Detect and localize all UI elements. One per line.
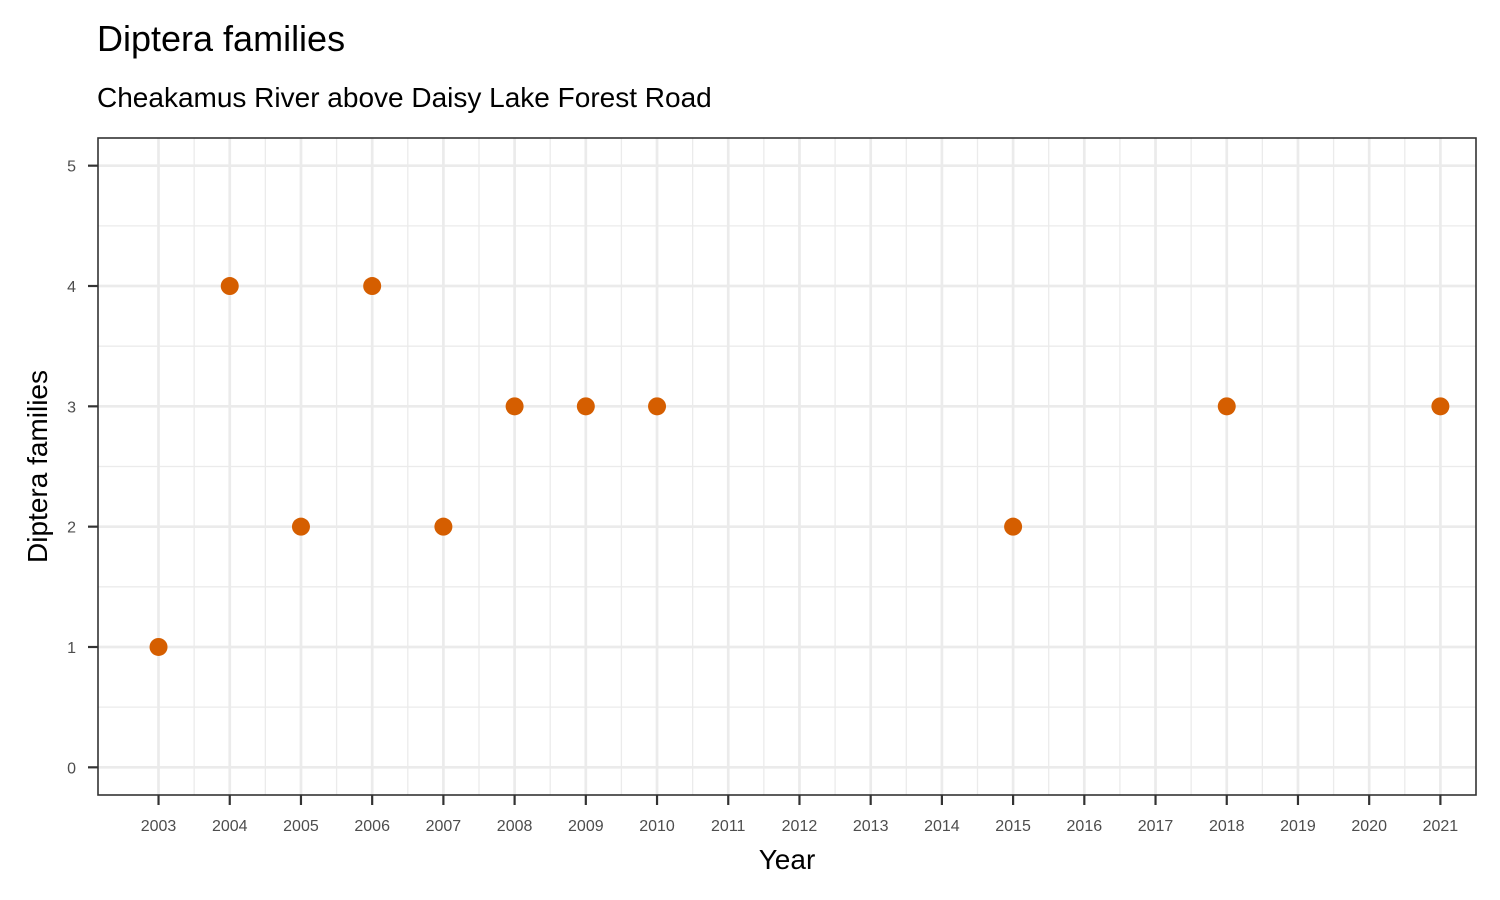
plot-panel-border bbox=[97, 137, 1477, 796]
data-point bbox=[220, 277, 239, 296]
y-tick-label: 5 bbox=[67, 159, 76, 176]
data-point bbox=[1431, 397, 1450, 416]
y-axis-label: Diptera families bbox=[22, 370, 53, 563]
y-axis: 0 1 2 3 4 5 bbox=[67, 159, 98, 777]
y-tick-label: 4 bbox=[67, 279, 76, 296]
y-tick-label: 3 bbox=[67, 399, 76, 416]
data-point bbox=[648, 397, 667, 416]
data-point bbox=[291, 517, 310, 536]
x-tick-label: 2016 bbox=[1067, 818, 1103, 835]
chart-title: Diptera families bbox=[97, 18, 345, 59]
x-tick-label: 2019 bbox=[1280, 818, 1316, 835]
x-tick-label: 2010 bbox=[639, 818, 675, 835]
data-point bbox=[434, 517, 453, 536]
data-points bbox=[149, 277, 1450, 656]
data-point bbox=[1217, 397, 1236, 416]
data-point bbox=[576, 397, 595, 416]
x-tick-label: 2005 bbox=[283, 818, 319, 835]
x-tick-label: 2011 bbox=[711, 818, 746, 835]
x-axis: 2003 2004 2005 2006 2007 2008 2009 2010 2011 2012… bbox=[141, 795, 1459, 835]
data-point bbox=[1004, 517, 1023, 536]
chart-subtitle: Cheakamus River above Daisy Lake Forest … bbox=[97, 82, 712, 113]
x-axis-label: Year bbox=[759, 844, 816, 875]
x-tick-label: 2020 bbox=[1351, 818, 1387, 835]
x-tick-label: 2009 bbox=[568, 818, 604, 835]
x-tick-label: 2003 bbox=[141, 818, 177, 835]
x-tick-label: 2008 bbox=[497, 818, 533, 835]
x-tick-label: 2014 bbox=[924, 818, 960, 835]
x-tick-label: 2017 bbox=[1138, 818, 1174, 835]
x-tick-label: 2004 bbox=[212, 818, 248, 835]
y-tick-label: 2 bbox=[67, 520, 76, 537]
x-tick-label: 2015 bbox=[995, 818, 1031, 835]
y-tick-label: 0 bbox=[67, 760, 76, 777]
x-tick-label: 2013 bbox=[853, 818, 889, 835]
minor-gridlines bbox=[98, 138, 1476, 795]
data-point bbox=[363, 277, 382, 296]
x-tick-label: 2006 bbox=[354, 818, 390, 835]
x-tick-label: 2007 bbox=[426, 818, 462, 835]
y-tick-label: 1 bbox=[67, 640, 76, 657]
x-tick-label: 2021 bbox=[1423, 818, 1459, 835]
x-tick-label: 2012 bbox=[782, 818, 818, 835]
x-tick-label: 2018 bbox=[1209, 818, 1245, 835]
major-gridlines bbox=[98, 138, 1476, 795]
data-point bbox=[505, 397, 524, 416]
data-point bbox=[149, 637, 168, 656]
